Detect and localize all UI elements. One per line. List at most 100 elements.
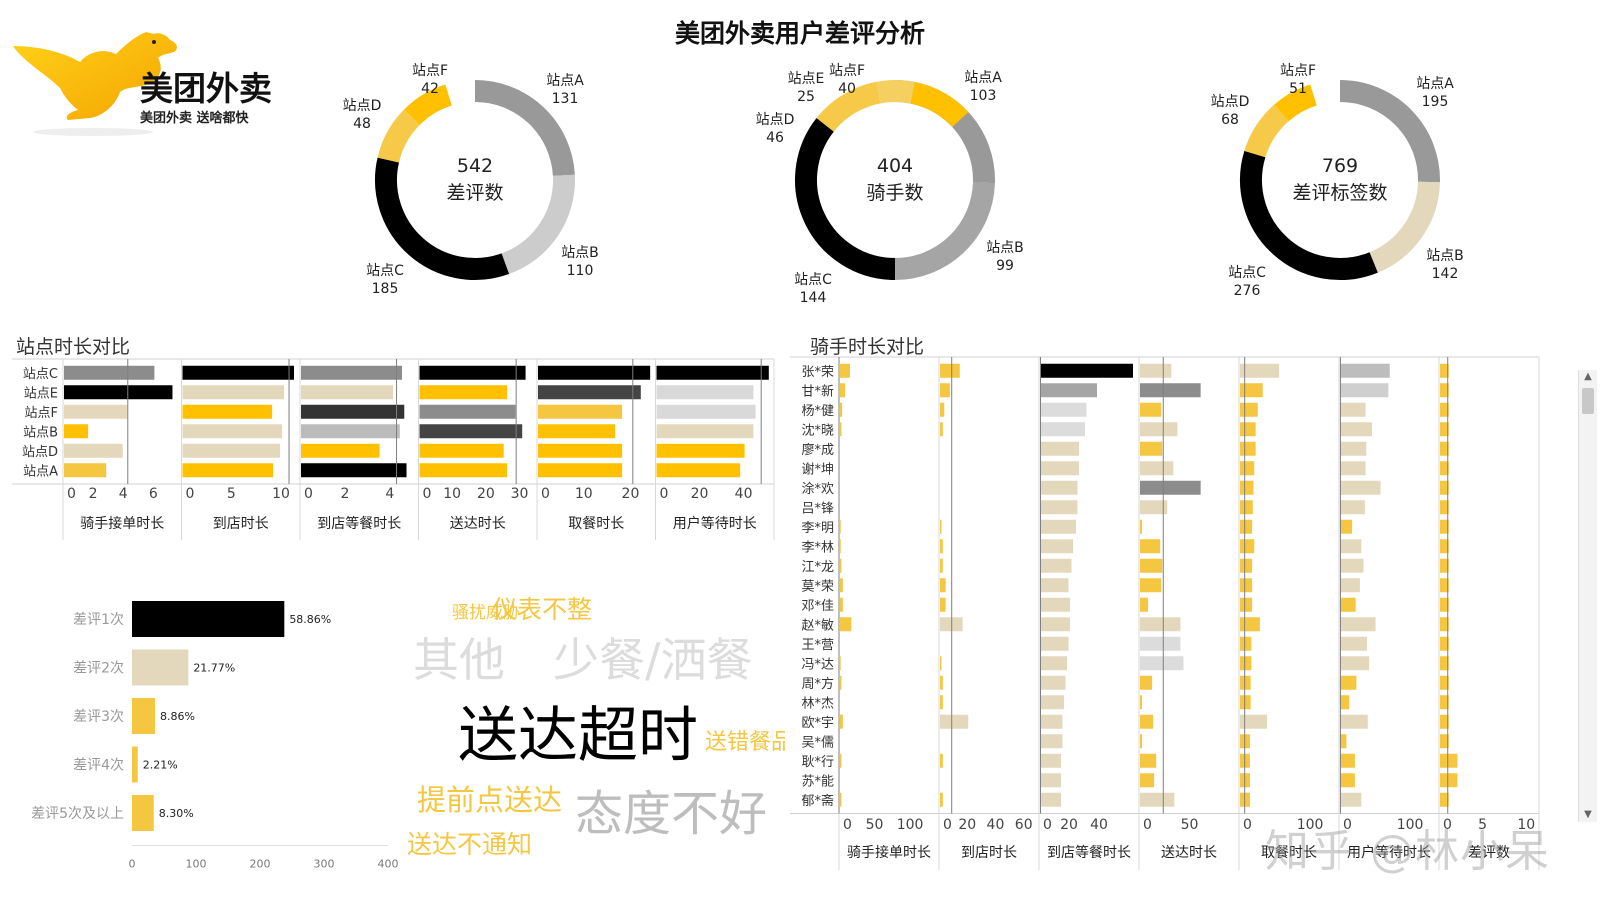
bar [940, 422, 943, 437]
axis-tick: 0 [943, 817, 952, 833]
bar [1440, 773, 1458, 788]
bar [940, 539, 943, 554]
bar [1140, 792, 1175, 807]
row-label: 江*龙 [801, 560, 834, 575]
axis-tick: 10 [272, 486, 290, 502]
panel-axis-title: 到店等餐时长 [317, 515, 401, 532]
slice-value: 103 [970, 88, 997, 104]
donut-riders: 站点A 103 站点B 99 站点C 144 站点D 46 站点E 25 站点F 40 404 骑手数 [756, 63, 1024, 306]
axis-tick: 10 [443, 486, 461, 502]
bar [1440, 714, 1449, 729]
data-label: 2.21% [143, 759, 178, 772]
scroll-up-arrow-icon[interactable]: ▲ [1584, 371, 1592, 382]
axis-tick: 0 [660, 486, 669, 502]
bar [1240, 558, 1253, 573]
slice-value: 42 [421, 81, 439, 97]
donut-slice [1369, 181, 1440, 273]
bar [1040, 773, 1061, 788]
bar [1240, 675, 1251, 690]
bar [1040, 656, 1067, 671]
axis-tick: 300 [314, 858, 335, 871]
bar [1240, 422, 1256, 437]
bar [1340, 500, 1365, 515]
data-label: 58.86% [289, 613, 331, 626]
bar [1140, 695, 1143, 710]
bar [1440, 578, 1449, 593]
panel-axis-title: 取餐时长 [568, 516, 624, 532]
bar [840, 519, 841, 534]
bar [1340, 636, 1368, 651]
row-label: 郁*斋 [801, 793, 834, 809]
panel-axis-title: 到店时长 [213, 516, 269, 532]
bar [1040, 734, 1063, 749]
bar [1440, 461, 1449, 476]
scroll-thumb[interactable] [1582, 388, 1594, 414]
bar [1140, 734, 1143, 749]
rider-durations-chart[interactable]: 张*荣甘*新杨*健沈*晓廖*成谢*坤涂*欢吕*锋李*明李*林江*龙莫*荣邓*佳赵… [790, 355, 1580, 875]
axis-tick: 20 [622, 486, 640, 502]
bar [538, 443, 623, 458]
slice-label: 站点A [1416, 76, 1454, 92]
bar [182, 365, 295, 380]
bar [1440, 675, 1449, 690]
row-label: 耿*行 [801, 755, 834, 770]
axis-tick: 40 [987, 817, 1005, 833]
rider-list-scrollbar[interactable]: ▲ ▼ [1578, 370, 1597, 822]
bar [1140, 363, 1172, 378]
bar [656, 424, 754, 439]
bar [1240, 539, 1255, 554]
bar [940, 363, 960, 378]
bar [840, 558, 842, 573]
bar [1340, 675, 1357, 690]
bar [1040, 422, 1085, 437]
donut-center-label: 骑手数 [866, 182, 923, 204]
axis-tick: 50 [866, 817, 884, 833]
slice-value: 185 [372, 281, 399, 297]
bar [1040, 539, 1073, 554]
row-label: 涂*欢 [801, 481, 834, 497]
bar [182, 443, 281, 458]
donut-slice [377, 109, 420, 163]
bar [182, 424, 283, 439]
bar [1240, 578, 1253, 593]
bar [940, 753, 943, 768]
tag-word: 其他 [413, 633, 505, 687]
category-label: 差评3次 [73, 709, 124, 725]
bar [840, 422, 842, 437]
bar [840, 675, 842, 690]
axis-tick: 0 [1243, 817, 1252, 833]
axis-tick: 100 [1297, 817, 1324, 833]
bar [182, 463, 274, 478]
bar [1140, 656, 1184, 671]
rider-durations-title: 骑手时长对比 [810, 336, 925, 358]
tag-word: 骚扰威胁 [452, 603, 520, 623]
panel-axis-title: 骑手接单时长 [847, 844, 931, 861]
bar [840, 753, 842, 768]
bar [1140, 539, 1161, 554]
bar [1040, 383, 1097, 398]
bar [1240, 714, 1268, 729]
bar [301, 365, 403, 380]
bar [301, 385, 394, 400]
bar [1140, 773, 1155, 788]
bar [1240, 363, 1280, 378]
bar [132, 698, 156, 734]
row-label: 杨*健 [801, 404, 834, 419]
axis-tick: 100 [897, 817, 924, 833]
donut-slice [375, 157, 510, 280]
donut-center-label: 差评数 [446, 182, 503, 204]
bar [1440, 480, 1449, 495]
panel-axis-title: 送达时长 [450, 516, 506, 532]
bar [1040, 519, 1076, 534]
slice-value: 25 [797, 89, 815, 105]
bar [1240, 617, 1260, 632]
bar [419, 365, 526, 380]
row-label: 苏*能 [801, 773, 834, 789]
bar [1040, 792, 1061, 807]
bar [840, 656, 841, 671]
slice-value: 110 [567, 263, 594, 279]
scroll-down-arrow-icon[interactable]: ▼ [1584, 809, 1592, 820]
slice-label: 站点A [964, 70, 1002, 86]
row-label: 冯*达 [801, 657, 834, 672]
bar [1240, 441, 1256, 456]
